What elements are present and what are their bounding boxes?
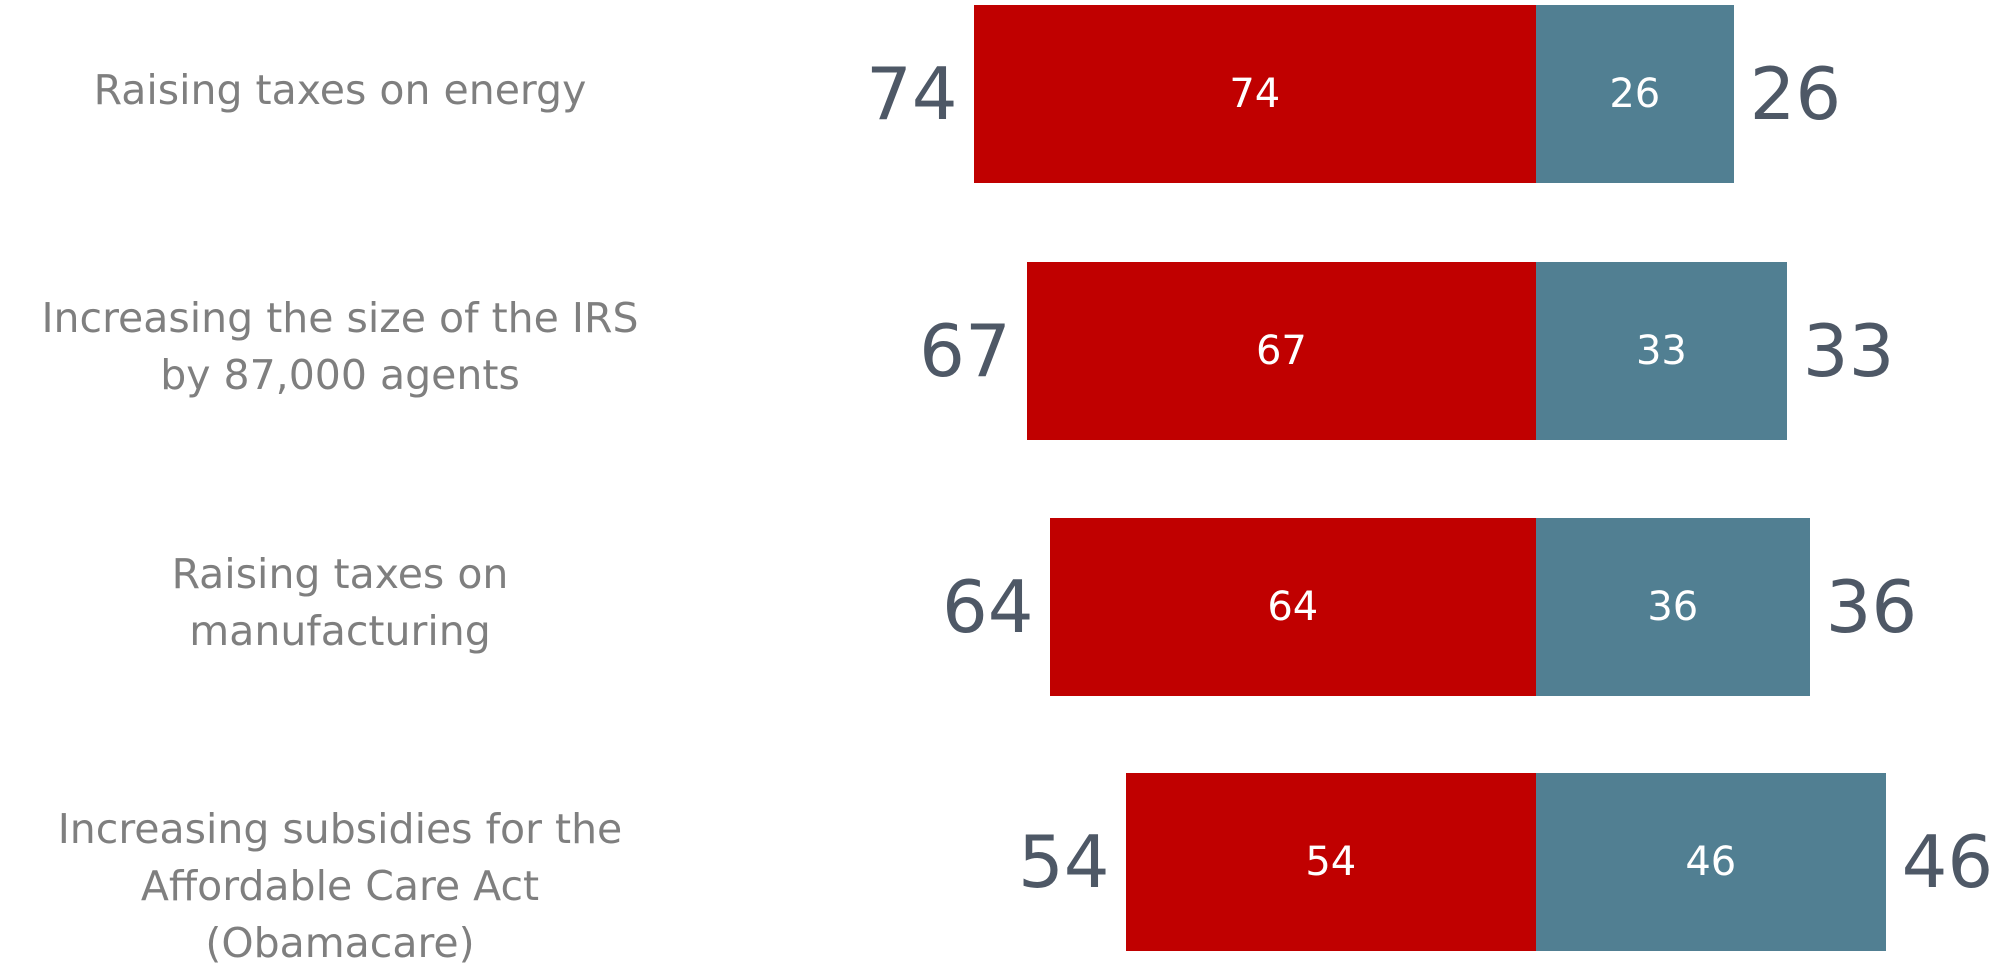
bar-segment-red: 67 (1026, 262, 1536, 440)
bar-value-label: 74 (1229, 71, 1281, 117)
bar-value-label: 67 (1255, 328, 1307, 374)
outer-value-label: 74 (865, 52, 958, 136)
bar-value-label: 46 (1685, 839, 1737, 885)
outer-value-label: 54 (1017, 820, 1110, 904)
category-label: Raising taxes on manufacturing (171, 550, 509, 655)
category-label: Increasing the size of the IRS by 87,000… (41, 294, 639, 399)
outer-value-label: 36 (1825, 565, 1918, 649)
category-label: Increasing subsidies for the Affordable … (57, 805, 623, 967)
outer-value-label: 46 (1901, 820, 1990, 904)
bar-segment-blue: 36 (1536, 518, 1810, 696)
bar-segment-red: 54 (1125, 773, 1536, 951)
bar-value-label: 64 (1267, 584, 1319, 630)
bar-segment-red: 64 (1049, 518, 1536, 696)
diverging-bar-chart: Raising taxes on energy 74 26 74 26 Increasin… (41, 5, 1990, 967)
bar-segment-blue: 46 (1536, 773, 1886, 951)
bar-value-label: 26 (1609, 71, 1661, 117)
bar-segment-blue: 26 (1536, 5, 1734, 183)
bar-value-label: 54 (1305, 839, 1357, 885)
bar-segment-blue: 33 (1536, 262, 1787, 440)
outer-value-label: 26 (1749, 52, 1842, 136)
bar-value-label: 36 (1647, 584, 1699, 630)
outer-value-label: 33 (1802, 309, 1895, 393)
category-label: Raising taxes on energy (93, 65, 587, 114)
bar-segment-red: 74 (973, 5, 1536, 183)
outer-value-label: 67 (919, 309, 1011, 393)
outer-value-label: 64 (941, 565, 1034, 649)
bar-value-label: 33 (1635, 328, 1687, 374)
